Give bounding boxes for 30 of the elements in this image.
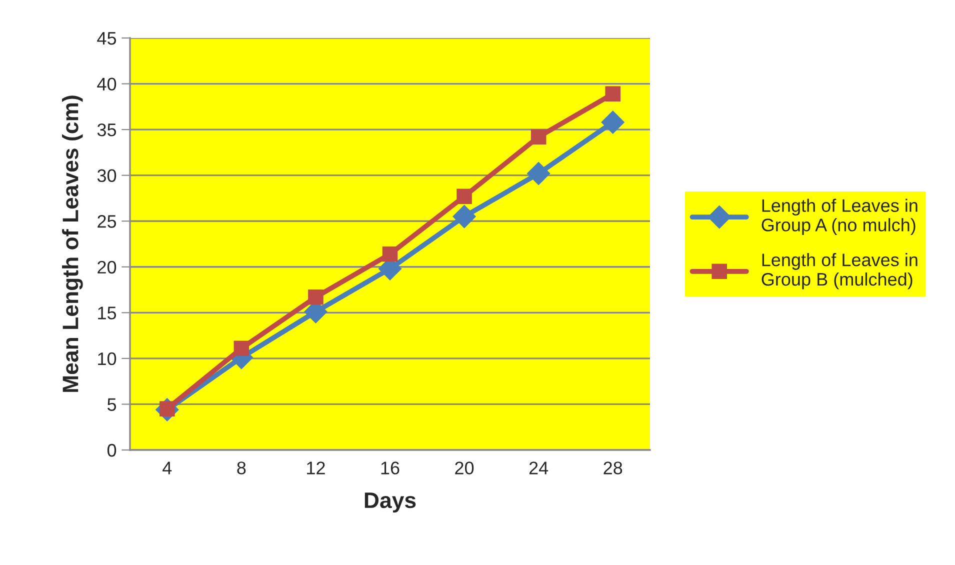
point bbox=[601, 110, 625, 134]
x-axis-title: Days bbox=[364, 492, 416, 513]
y-tick-label: 5 bbox=[107, 398, 116, 411]
y-tick-label: 20 bbox=[98, 260, 116, 274]
point bbox=[526, 162, 550, 186]
y-tick-label: 35 bbox=[97, 123, 116, 136]
point bbox=[308, 289, 324, 305]
point bbox=[605, 86, 620, 102]
x-tick-label: 28 bbox=[604, 462, 622, 474]
point bbox=[530, 129, 546, 145]
x-tick-label: 24 bbox=[529, 462, 548, 474]
y-tick-label: 30 bbox=[97, 169, 116, 182]
y-axis-title: Mean Length of Leaves (cm) bbox=[62, 96, 83, 392]
point bbox=[456, 188, 472, 204]
y-tick-label: 10 bbox=[98, 352, 116, 366]
point bbox=[234, 340, 250, 356]
legend-label: Length of Leaves in Group A (no mulch) bbox=[762, 198, 918, 235]
x-tick-label: 12 bbox=[307, 462, 325, 474]
point bbox=[452, 204, 476, 228]
y-tick-label: 25 bbox=[98, 215, 116, 228]
y-tick-label: 15 bbox=[98, 306, 116, 320]
x-tick-label: 4 bbox=[162, 462, 172, 474]
y-tick-label: 45 bbox=[97, 32, 116, 45]
y-tick-label: 0 bbox=[107, 444, 116, 457]
legend-label: Length of Leaves in Group B (mulched) bbox=[762, 253, 918, 290]
x-tick-label: 20 bbox=[455, 462, 474, 474]
x-tick-label: 16 bbox=[381, 462, 400, 474]
point bbox=[382, 246, 398, 262]
x-tick-label: 8 bbox=[237, 462, 246, 474]
y-tick-label: 40 bbox=[97, 78, 116, 90]
